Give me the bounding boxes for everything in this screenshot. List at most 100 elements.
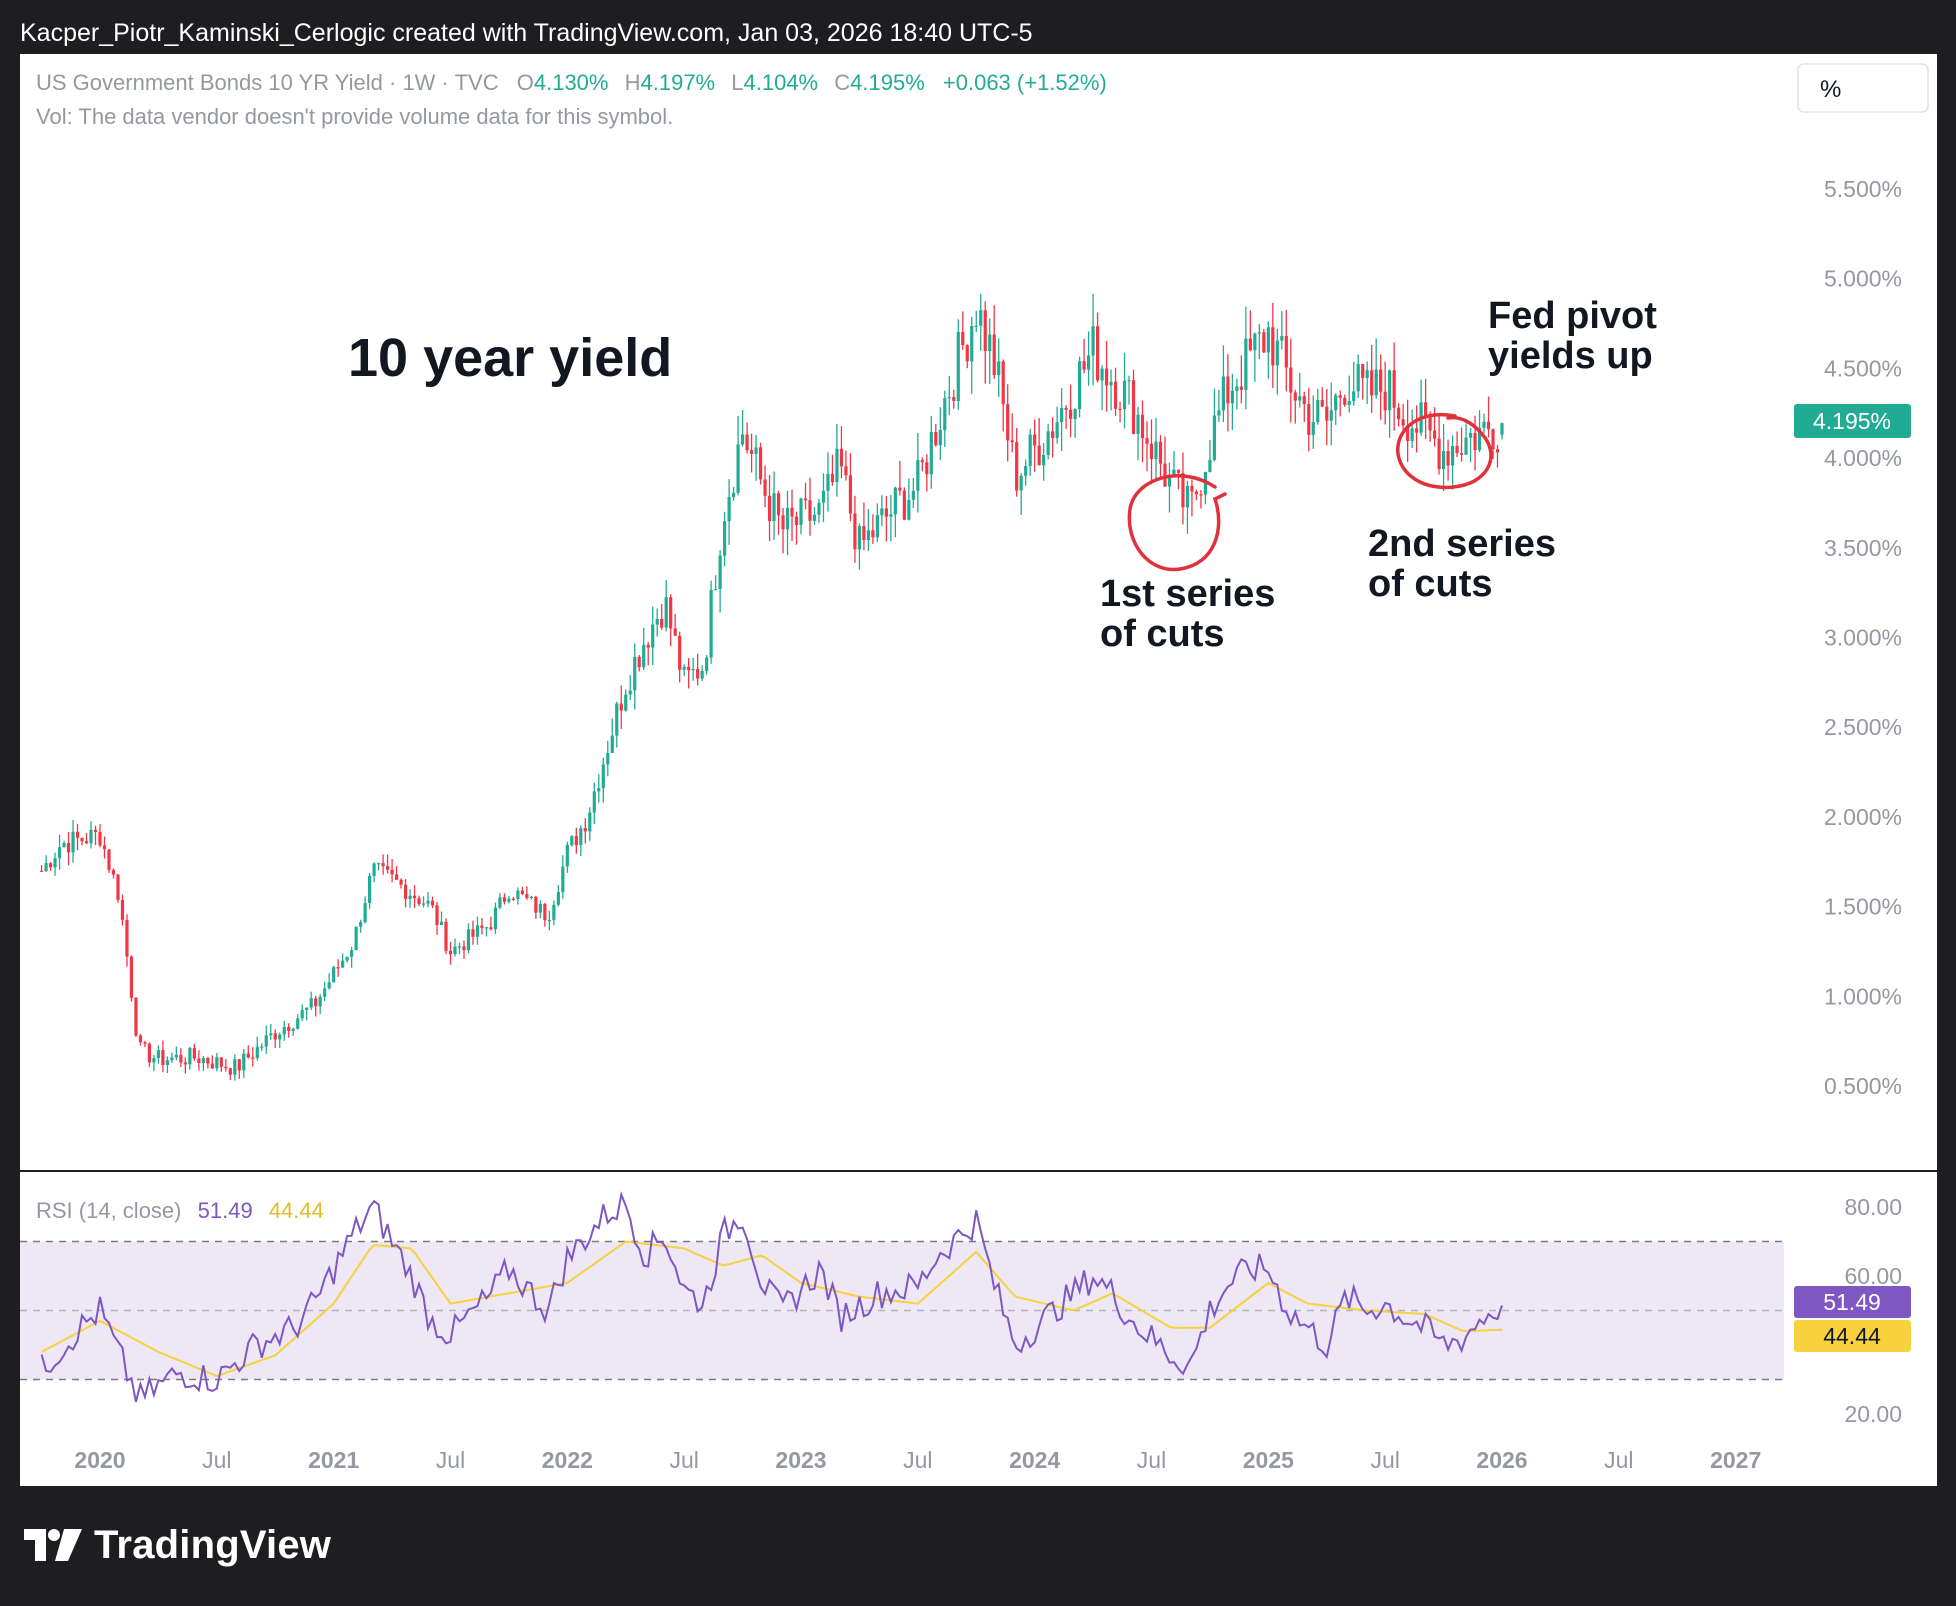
candle	[1122, 352, 1127, 429]
candle	[844, 450, 848, 481]
time-tick-label: Jul	[436, 1447, 465, 1473]
candle	[871, 514, 875, 544]
chart-canvas[interactable]: US Government Bonds 10 YR Yield · 1W · T…	[20, 54, 1937, 1486]
candle	[547, 910, 551, 931]
candle	[664, 580, 668, 632]
candle	[651, 606, 655, 666]
candle	[1230, 373, 1234, 430]
svg-text:US Government Bonds 10 YR Yiel: US Government Bonds 10 YR Yield · 1W · T…	[36, 70, 1107, 95]
candle	[1266, 321, 1270, 379]
candle	[120, 894, 125, 926]
price-tick-label: 1.000%	[1824, 983, 1902, 1009]
candle	[1486, 396, 1491, 438]
candle	[740, 410, 745, 447]
candle	[1118, 401, 1122, 423]
candle	[1482, 413, 1486, 434]
candle	[857, 523, 862, 570]
candle	[714, 575, 718, 591]
candle	[156, 1045, 161, 1064]
candle	[134, 996, 138, 1038]
candle	[1235, 378, 1239, 410]
candle	[152, 1054, 156, 1072]
candle	[1069, 384, 1073, 438]
candle	[1185, 480, 1190, 534]
candle	[835, 423, 839, 497]
rsi-tick-label: 80.00	[1844, 1194, 1902, 1220]
attribution-text: Kacper_Piotr_Kaminski_Cerlogic created w…	[20, 19, 1033, 47]
candle	[979, 293, 983, 351]
candle	[1131, 369, 1136, 435]
candle	[394, 865, 399, 880]
candle	[1212, 388, 1217, 462]
candle	[826, 452, 830, 512]
rsi-ma-line	[41, 1240, 1503, 1378]
candle	[516, 887, 520, 905]
time-tick-label: 2021	[308, 1447, 359, 1473]
symbol-name[interactable]: US Government Bonds 10 YR Yield · 1W · T…	[36, 70, 499, 95]
candle	[1217, 389, 1221, 422]
price-axis[interactable]: 5.500% 5.000% 4.500% 4.000% 3.500% 3.000% 2.50…	[1824, 176, 1902, 1099]
candle	[943, 390, 947, 447]
candle	[700, 665, 704, 682]
annotation-first-cuts-line1: 1st series	[1100, 573, 1275, 615]
candle	[224, 1059, 228, 1072]
candle	[1095, 312, 1100, 383]
candle	[251, 1047, 255, 1067]
candle	[260, 1043, 264, 1051]
chart-panel[interactable]: US Government Bonds 10 YR Yield · 1W · T…	[20, 54, 1937, 1486]
candle	[165, 1056, 170, 1073]
candle	[296, 1014, 300, 1030]
time-tick-label: Jul	[903, 1447, 932, 1473]
candle	[723, 511, 727, 567]
tradingview-logo[interactable]: TradingView	[24, 1520, 331, 1570]
candle	[129, 955, 134, 1002]
candle	[287, 1023, 291, 1038]
candle	[1325, 389, 1329, 446]
candle	[1006, 384, 1010, 462]
price-tick-label: 5.500%	[1824, 176, 1902, 202]
candle	[1410, 409, 1414, 449]
candle	[1253, 332, 1257, 382]
candle	[1388, 369, 1392, 438]
candle	[601, 757, 605, 803]
annotation-second-cuts-line2: of cuts	[1368, 563, 1493, 605]
candle	[242, 1048, 246, 1079]
rsi-legend[interactable]: RSI (14, close) 51.49 44.44	[36, 1198, 324, 1223]
close-value: 4.195%	[850, 70, 925, 95]
candle	[1307, 388, 1311, 452]
candle	[179, 1048, 183, 1068]
candle	[1379, 354, 1383, 420]
candle	[785, 490, 790, 556]
candle	[934, 423, 938, 447]
candle	[790, 489, 794, 542]
candle	[1289, 338, 1293, 423]
candle	[498, 893, 502, 910]
candle	[1140, 400, 1145, 463]
candle	[1275, 328, 1279, 395]
percent-scale-button[interactable]: %	[1797, 63, 1929, 113]
candle	[1239, 355, 1243, 404]
candle	[1464, 423, 1468, 455]
rsi-pane[interactable]: 80.00 60.00 20.00	[20, 1191, 1902, 1427]
candle	[1424, 378, 1428, 440]
candle	[1194, 489, 1199, 501]
candle	[1024, 459, 1028, 486]
candle	[138, 1033, 143, 1046]
candle	[125, 914, 129, 967]
open-value: 4.130%	[534, 70, 609, 95]
price-tick-label: 3.000%	[1824, 625, 1902, 651]
candle	[1060, 388, 1064, 451]
candle	[282, 1020, 286, 1041]
time-axis[interactable]: 2020 Jul 2021 Jul 2022 Jul 2023 Jul 2024 Jul 2025 J…	[74, 1447, 1761, 1473]
candle	[983, 301, 987, 384]
candle	[1257, 323, 1261, 360]
symbol-legend[interactable]: US Government Bonds 10 YR Yield · 1W · T…	[36, 70, 1107, 129]
candle	[300, 1004, 304, 1021]
candle	[821, 473, 826, 523]
candle	[1500, 422, 1504, 440]
candle	[965, 344, 969, 369]
candle	[385, 854, 390, 874]
candle	[803, 482, 808, 510]
candle	[246, 1045, 250, 1059]
candle	[403, 879, 408, 908]
